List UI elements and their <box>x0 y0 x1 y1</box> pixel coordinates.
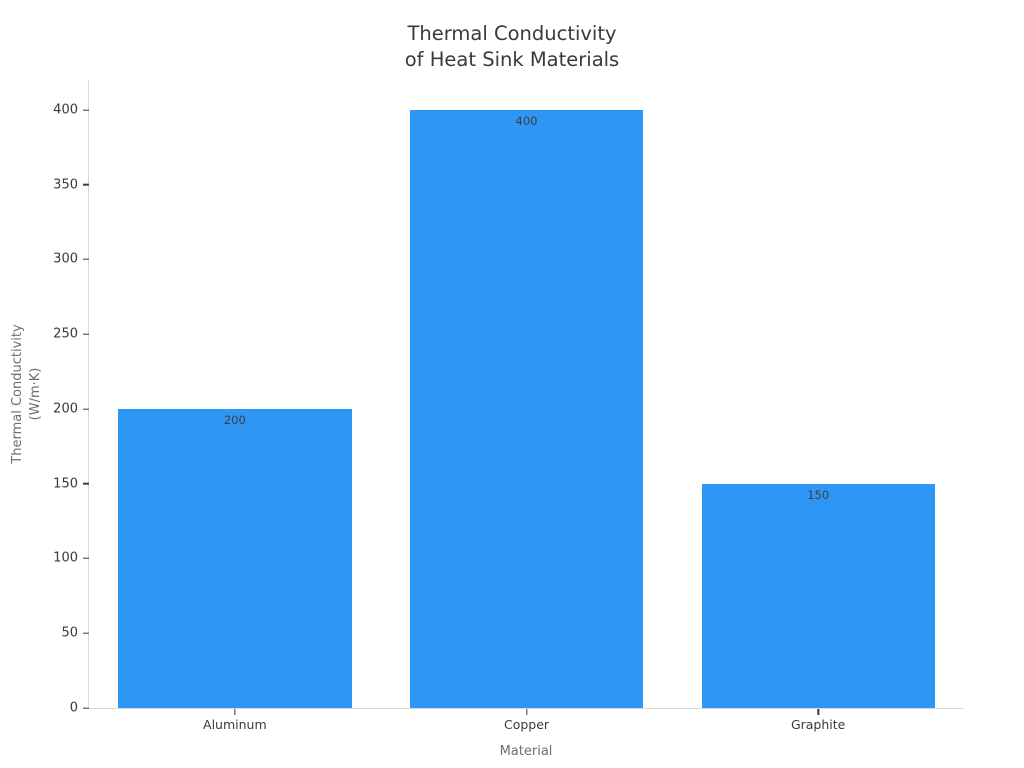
bar-graphite: 150 <box>701 483 935 708</box>
y-axis-label-line2: (W/m·K) <box>28 367 43 421</box>
y-tick-mark <box>83 707 89 709</box>
y-tick-label: 400 <box>53 102 78 118</box>
x-tick-label: Copper <box>503 717 550 732</box>
y-tick-mark <box>83 258 89 261</box>
bar-value-label: 150 <box>807 487 830 502</box>
chart-title-line2: of Heat Sink Materials <box>404 48 620 71</box>
bar-slot: 200 <box>89 80 381 708</box>
x-tick-mark <box>817 709 819 715</box>
x-tick-mark <box>234 709 236 715</box>
y-tick-label: 150 <box>53 476 78 492</box>
y-axis-label: Thermal Conductivity (W/m·K) <box>9 324 45 463</box>
bar-aluminum: 200 <box>118 408 352 708</box>
y-tick-mark <box>83 408 89 410</box>
bar-copper: 400 <box>409 109 644 708</box>
y-tick-mark <box>83 333 89 335</box>
y-tick-mark <box>83 632 89 634</box>
x-axis-label: Material <box>499 744 553 759</box>
x-tick-label: Aluminum <box>203 717 267 732</box>
y-tick-label: 350 <box>53 177 78 193</box>
chart-title-line1: Thermal Conductivity <box>407 22 617 45</box>
y-tick-label: 250 <box>53 326 78 342</box>
y-tick-label: 0 <box>69 700 78 716</box>
bar-slot: 150 <box>672 80 964 708</box>
y-tick-label: 200 <box>53 401 78 417</box>
bar-value-label: 400 <box>515 113 538 128</box>
bars-container: 200 400 150 <box>89 80 964 708</box>
chart-title: Thermal Conductivity of Heat Sink Materi… <box>0 21 1024 73</box>
plot-area: 200 400 150 0 50 100 150 200 250 300 350 400 Alumi… <box>53 80 964 732</box>
y-tick-mark <box>83 109 89 111</box>
y-tick-label: 100 <box>53 550 78 566</box>
y-tick-mark <box>83 557 89 560</box>
bar-value-label: 200 <box>223 412 246 427</box>
bar-slot: 400 <box>381 80 673 708</box>
y-tick-label: 50 <box>61 625 78 641</box>
x-tick-mark <box>525 709 528 715</box>
y-tick-mark <box>83 183 89 186</box>
y-tick-label: 300 <box>53 251 78 267</box>
y-tick-mark <box>83 483 89 485</box>
y-axis-label-line1: Thermal Conductivity <box>10 324 25 464</box>
x-tick-label: Graphite <box>790 717 846 732</box>
